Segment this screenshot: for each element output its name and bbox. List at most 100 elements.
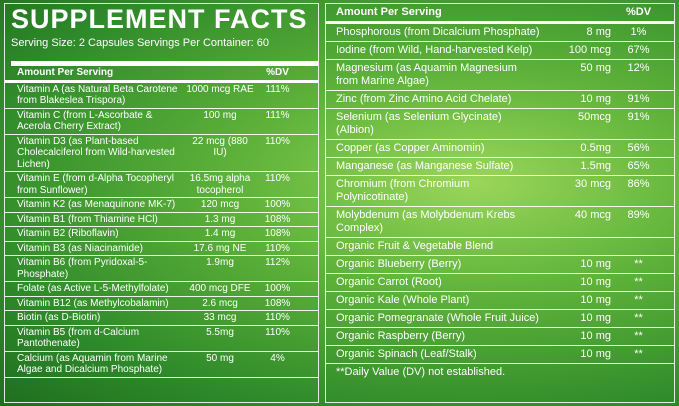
right-panel: Amount Per Serving %DV Phosphorous (from D… bbox=[325, 3, 675, 403]
nutrient-amount: 100 mcg bbox=[568, 44, 611, 56]
nutrient-name: Organic Spinach (Leaf/Stalk) bbox=[336, 348, 477, 360]
nutrient-row: Vitamin B12 (as Methylcobalamin) 2.6 mcg 1… bbox=[5, 297, 318, 311]
nutrient-row: Vitamin E (from d-Alpha Tocopheryl from … bbox=[5, 172, 318, 198]
blend-title-row: Organic Fruit & Vegetable Blend bbox=[326, 238, 674, 256]
nutrient-amount: 400 mcg DFE bbox=[189, 283, 251, 294]
nutrient-amount: 10 mg bbox=[580, 330, 611, 342]
nutrient-name: Organic Blueberry (Berry) bbox=[336, 258, 462, 270]
nutrient-amount: 50mcg bbox=[577, 111, 611, 123]
nutrient-dv: 100% bbox=[264, 283, 291, 294]
header-dv: %DV bbox=[266, 67, 289, 78]
nutrient-name: Vitamin K2 (as Menaquinone MK-7) bbox=[17, 199, 176, 210]
nutrient-dv: ** bbox=[634, 276, 643, 288]
nutrient-amount: 40 mcg bbox=[574, 209, 611, 221]
nutrient-name: Manganese (as Manganese Sulfate) bbox=[336, 160, 514, 172]
nutrient-row: Vitamin K2 (as Menaquinone MK-7) 120 mcg 1… bbox=[5, 198, 318, 213]
nutrient-amount: 1.5mg bbox=[580, 160, 611, 172]
nutrient-amount: 8 mg bbox=[586, 26, 611, 38]
nutrient-name: Iodine (from Wild, Hand-harvested Kelp) bbox=[336, 44, 533, 56]
nutrient-row: Vitamin B1 (from Thiamine HCl) 1.3 mg 108% bbox=[5, 213, 318, 227]
nutrient-row: Vitamin A (as Natural Beta Carotene from… bbox=[5, 83, 318, 109]
nutrient-dv: ** bbox=[634, 294, 643, 306]
nutrient-amount: 10 mg bbox=[580, 348, 611, 360]
blend-title: Organic Fruit & Vegetable Blend bbox=[336, 240, 494, 252]
nutrient-amount: 50 mg bbox=[206, 352, 234, 364]
nutrient-amount: 17.6 mg NE bbox=[193, 242, 247, 254]
nutrient-dv: 111% bbox=[265, 109, 290, 121]
nutrient-dv: 67% bbox=[627, 44, 650, 56]
nutrient-amount: 5.5mg bbox=[206, 326, 234, 338]
nutrient-dv: 110% bbox=[265, 326, 290, 338]
nutrient-row: Iodine (from Wild, Hand-harvested Kelp) 1… bbox=[326, 42, 674, 60]
nutrient-name: Vitamin A (as Natural Beta Carotene from… bbox=[17, 83, 178, 107]
header-spacer bbox=[185, 67, 255, 79]
left-panel: SUPPLEMENT FACTS Serving Size: 2 Capsule… bbox=[4, 3, 319, 403]
nutrient-name: Molybdenum (as Molybdenum Krebs Complex) bbox=[336, 209, 516, 234]
nutrient-name: Selenium (as Selenium Glycinate) (Albion… bbox=[336, 111, 502, 136]
header-amount: Amount Per Serving bbox=[336, 6, 442, 18]
nutrient-row: Calcium (as Aquamin from Marine Algae an… bbox=[5, 352, 318, 378]
nutrient-row: Phosphorous (from Dicalcium Phosphate) 8 … bbox=[326, 24, 674, 42]
nutrient-amount: 10 mg bbox=[580, 294, 611, 306]
nutrient-row: Vitamin D3 (as Plant-based Cholecalcifer… bbox=[5, 135, 318, 172]
nutrient-dv: 12% bbox=[627, 62, 650, 74]
nutrient-row: Magnesium (as Aquamin Magnesium from Mar… bbox=[326, 60, 674, 91]
nutrient-row: Biotin (as D-Biotin) 33 mcg 110% bbox=[5, 311, 318, 326]
nutrient-dv: 1% bbox=[630, 26, 647, 38]
nutrient-name: Folate (as Active L-5-Methylfolate) bbox=[17, 283, 169, 294]
nutrient-name: Biotin (as D-Biotin) bbox=[17, 312, 101, 323]
nutrient-amount: 50 mg bbox=[580, 62, 611, 74]
nutrient-amount: 1.4 mg bbox=[204, 228, 236, 239]
nutrient-row: Copper (as Copper Aminomin) 0.5mg 56% bbox=[326, 140, 674, 158]
nutrient-dv: 110% bbox=[265, 312, 290, 323]
nutrient-dv: 110% bbox=[265, 173, 290, 184]
table-header: Amount Per Serving %DV bbox=[5, 66, 318, 83]
nutrient-name: Vitamin B2 (Riboflavin) bbox=[17, 228, 119, 239]
nutrient-dv: 100% bbox=[264, 199, 291, 210]
nutrient-dv: 111% bbox=[265, 83, 290, 95]
nutrient-amount: 16.5mg alpha tocopherol bbox=[189, 173, 251, 196]
nutrient-row: Selenium (as Selenium Glycinate) (Albion… bbox=[326, 109, 674, 140]
nutrient-amount: 10 mg bbox=[580, 312, 611, 324]
nutrient-dv: ** bbox=[634, 258, 643, 270]
footnote: **Daily Value (DV) not established. bbox=[336, 366, 506, 378]
header-dv: %DV bbox=[625, 6, 652, 18]
nutrient-name: Vitamin B6 (from Pyridoxal-5-Phosphate) bbox=[17, 257, 148, 280]
nutrient-row: Chromium (from Chromium Polynicotinate) 3… bbox=[326, 176, 674, 207]
nutrient-row: Vitamin C (from L-Ascorbate & Acerola Ch… bbox=[5, 109, 318, 135]
nutrient-row: Zinc (from Zinc Amino Acid Chelate) 10 mg… bbox=[326, 91, 674, 109]
nutrient-dv: 65% bbox=[627, 160, 650, 172]
nutrient-dv: ** bbox=[634, 348, 643, 360]
nutrient-row: Vitamin B5 (from d-Calcium Pantothenate)… bbox=[5, 326, 318, 352]
nutrient-name: Vitamin D3 (as Plant-based Cholecalcifer… bbox=[17, 135, 175, 170]
table-header: Amount Per Serving %DV bbox=[326, 4, 674, 24]
nutrient-row: Molybdenum (as Molybdenum Krebs Complex)… bbox=[326, 207, 674, 238]
nutrient-amount: 1.3 mg bbox=[204, 213, 236, 225]
nutrient-name: Vitamin E (from d-Alpha Tocopheryl from … bbox=[17, 173, 174, 196]
nutrient-name: Organic Raspberry (Berry) bbox=[336, 330, 465, 342]
nutrient-name: Zinc (from Zinc Amino Acid Chelate) bbox=[336, 93, 512, 105]
nutrient-amount: 2.6 mcg bbox=[202, 297, 238, 309]
nutrient-row: Organic Raspberry (Berry) 10 mg ** bbox=[326, 328, 674, 346]
nutrient-dv: 91% bbox=[627, 111, 650, 123]
nutrient-name: Vitamin B5 (from d-Calcium Pantothenate) bbox=[17, 326, 140, 350]
nutrient-name: Copper (as Copper Aminomin) bbox=[336, 142, 485, 154]
nutrient-amount: 10 mg bbox=[580, 276, 611, 288]
nutrient-name: Organic Carrot (Root) bbox=[336, 276, 442, 288]
nutrient-amount: 0.5mg bbox=[580, 142, 611, 154]
nutrient-row: Vitamin B3 (as Niacinamide) 17.6 mg NE 110… bbox=[5, 242, 318, 256]
nutrient-amount: 10 mg bbox=[580, 258, 611, 270]
nutrient-name: Phosphorous (from Dicalcium Phosphate) bbox=[336, 26, 540, 38]
nutrient-dv: 108% bbox=[264, 297, 291, 309]
nutrient-row: Vitamin B6 (from Pyridoxal-5-Phosphate) 1… bbox=[5, 256, 318, 282]
nutrient-dv: 110% bbox=[265, 242, 290, 254]
nutrient-dv: 112% bbox=[265, 257, 290, 268]
nutrient-row: Vitamin B2 (Riboflavin) 1.4 mg 108% bbox=[5, 227, 318, 242]
nutrient-row: Organic Carrot (Root) 10 mg ** bbox=[326, 274, 674, 292]
nutrient-name: Chromium (from Chromium Polynicotinate) bbox=[336, 178, 470, 203]
nutrient-dv: 86% bbox=[627, 178, 650, 190]
nutrient-amount: 1.9mg bbox=[206, 257, 234, 268]
nutrient-name: Vitamin B12 (as Methylcobalamin) bbox=[17, 297, 169, 309]
nutrient-dv: 56% bbox=[627, 142, 650, 154]
nutrient-amount: 33 mcg bbox=[203, 312, 237, 323]
